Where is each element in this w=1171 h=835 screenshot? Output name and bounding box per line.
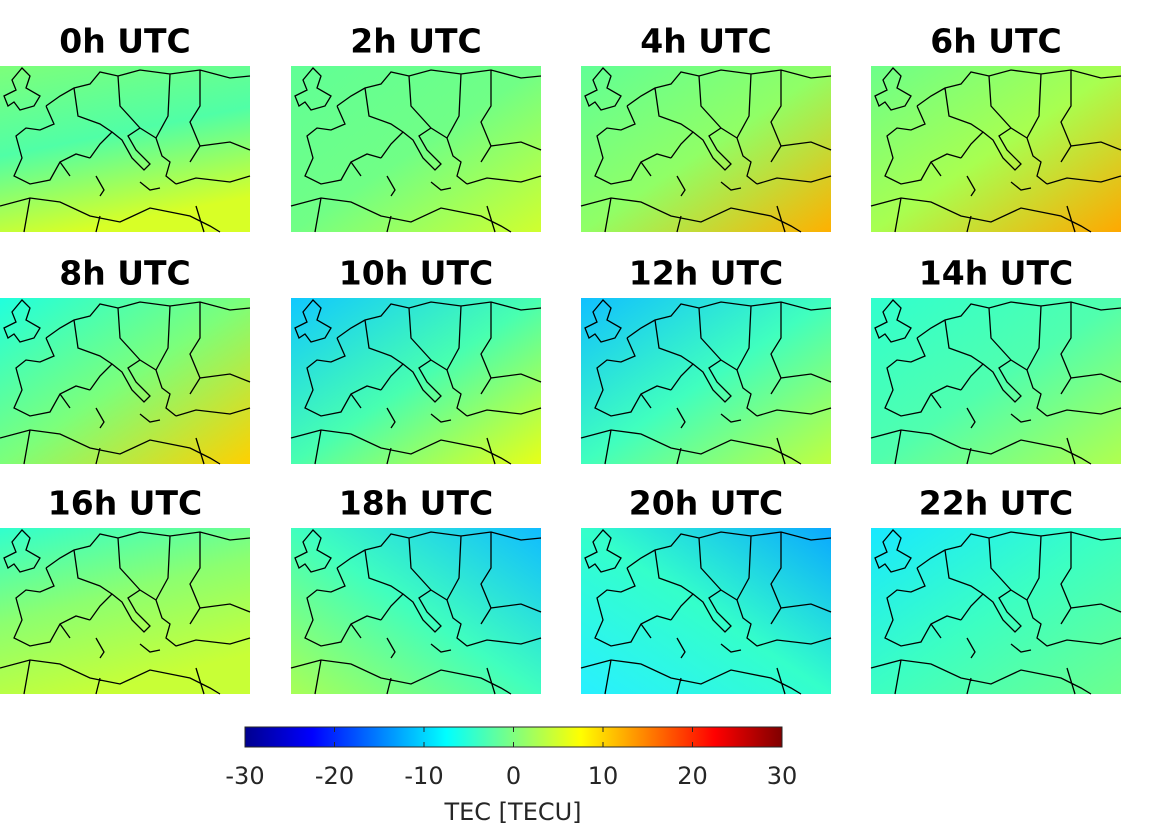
panel-title: 20h UTC: [629, 484, 783, 523]
colorbar-label: TEC [TECU]: [443, 798, 581, 826]
map-panel: [290, 528, 542, 695]
map-panel: [0, 66, 251, 233]
map-panel: [870, 66, 1122, 233]
map-panel: [0, 528, 251, 695]
tec-map: [581, 298, 831, 464]
panel-title: 6h UTC: [930, 22, 1061, 61]
tec-map: [0, 528, 250, 694]
tec-map: [0, 66, 250, 232]
panel-title: 4h UTC: [640, 22, 771, 61]
colorbar-tick-label: -10: [404, 762, 443, 790]
colorbar-tick-label: 0: [506, 762, 521, 790]
map-panel: [290, 298, 542, 465]
colorbar-tick-label: -30: [225, 762, 264, 790]
tec-map: [291, 66, 541, 232]
tec-map: [291, 528, 541, 694]
colorbar-tick-label: 10: [588, 762, 619, 790]
map-panel: [580, 66, 832, 233]
panel-title: 18h UTC: [339, 484, 493, 523]
map-panel: [870, 298, 1122, 465]
panel-title: 2h UTC: [350, 22, 481, 61]
map-panel: [290, 66, 542, 233]
panel-title: 16h UTC: [48, 484, 202, 523]
panel-title: 12h UTC: [629, 254, 783, 293]
tec-map: [0, 298, 250, 464]
map-panel: [580, 528, 832, 695]
map-panel: [870, 528, 1122, 695]
tec-map: [871, 298, 1121, 464]
tec-map: [291, 298, 541, 464]
tec-map: [871, 66, 1121, 232]
tec-map: [871, 528, 1121, 694]
panel-title: 14h UTC: [919, 254, 1073, 293]
map-panel: [0, 298, 251, 465]
panel-title: 8h UTC: [59, 254, 190, 293]
tec-map: [581, 66, 831, 232]
colorbar-tick-label: -20: [315, 762, 354, 790]
panel-title: 22h UTC: [919, 484, 1073, 523]
panel-title: 10h UTC: [339, 254, 493, 293]
map-panel: [580, 298, 832, 465]
panel-title: 0h UTC: [59, 22, 190, 61]
colorbar-tick-label: 30: [767, 762, 798, 790]
colorbar-tick-label: 20: [677, 762, 708, 790]
tec-map: [581, 528, 831, 694]
